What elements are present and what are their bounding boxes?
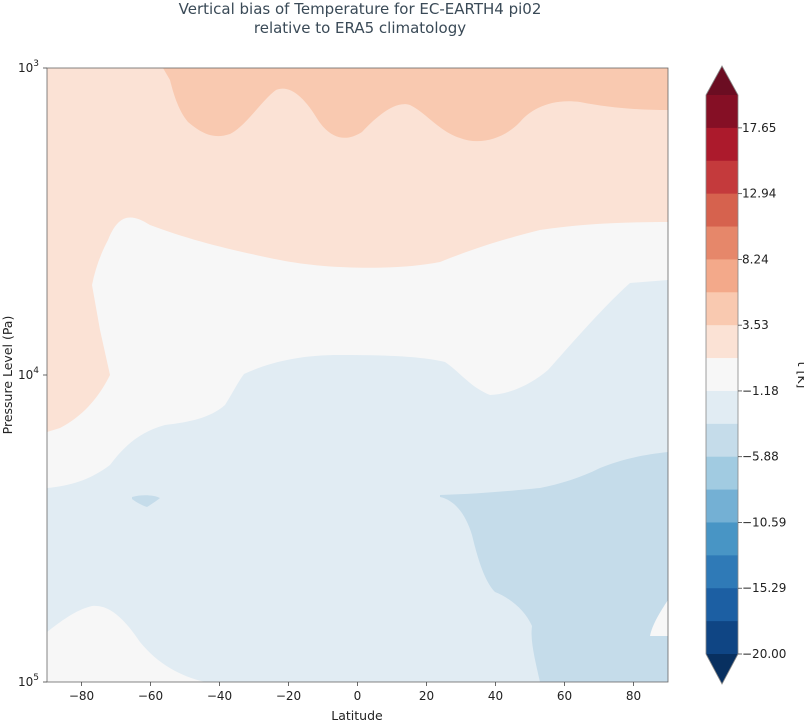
y-axis-label: Pressure Level (Pa) xyxy=(0,316,15,435)
y-tick-label: 105 xyxy=(18,673,39,689)
x-tick-label: 80 xyxy=(626,689,641,703)
colorbar-segment xyxy=(706,621,738,655)
chart-subtitle: relative to ERA5 climatology xyxy=(253,19,467,37)
x-tick-label: 0 xyxy=(354,689,362,703)
y-tick-label: 103 xyxy=(18,59,39,75)
colorbar-segment xyxy=(706,160,738,195)
colorbar-segment xyxy=(706,423,738,458)
x-tick-label: 20 xyxy=(419,689,434,703)
colorbar-segment xyxy=(706,588,738,622)
colorbar-tick-label: −5.88 xyxy=(742,450,779,464)
colorbar-segment xyxy=(706,95,738,129)
colorbar-tick-label: −15.29 xyxy=(742,581,786,595)
y-axis-ticks: 103 104 105 xyxy=(18,59,47,689)
colorbar xyxy=(705,65,739,685)
colorbar-segment xyxy=(706,292,738,326)
colorbar-extend-bottom xyxy=(706,654,738,684)
colorbar-tick-label: 8.24 xyxy=(742,252,769,266)
colorbar-label: t [K] xyxy=(795,362,804,389)
contour-warm-bias-upper xyxy=(47,68,668,432)
x-tick-label: −20 xyxy=(276,689,301,703)
contour-cold-bias-lower xyxy=(440,452,668,682)
colorbar-extend-top xyxy=(706,66,738,95)
chart-title: Vertical bias of Temperature for EC-EART… xyxy=(178,0,542,18)
contour-cold-island xyxy=(132,495,160,507)
colorbar-segment xyxy=(706,325,738,359)
colorbar-segment xyxy=(706,522,738,556)
contour-warm-bias-top xyxy=(163,68,668,142)
y-tick-label: 104 xyxy=(18,366,39,382)
colorbar-segment xyxy=(706,259,738,293)
colorbar-segment xyxy=(706,127,738,162)
colorbar-tick-label: 12.94 xyxy=(742,187,776,201)
contour-neutral-lower xyxy=(47,605,205,682)
colorbar-ticks: 17.65 12.94 8.24 3.53 −1.18 −5.88 −10.59 −15.29… xyxy=(738,121,786,661)
x-tick-label: −60 xyxy=(138,689,163,703)
contour-neutral-right xyxy=(650,600,668,636)
x-tick-label: 40 xyxy=(488,689,503,703)
colorbar-tick-label: −20.00 xyxy=(742,647,786,661)
colorbar-tick-label: −10.59 xyxy=(742,515,786,529)
colorbar-tick-label: 3.53 xyxy=(742,318,769,332)
colorbar-segment xyxy=(706,226,738,260)
x-axis-ticks: −80 −60 −40 −20 0 20 40 60 80 xyxy=(69,682,641,703)
colorbar-segment xyxy=(706,358,738,392)
colorbar-segment xyxy=(706,193,738,228)
x-tick-label: 60 xyxy=(557,689,572,703)
colorbar-tick-label: 17.65 xyxy=(742,121,776,135)
contour-cold-bias-lower-right xyxy=(590,668,668,682)
colorbar-segment xyxy=(706,555,738,589)
colorbar-segment xyxy=(706,489,738,523)
x-tick-label: −80 xyxy=(69,689,94,703)
colorbar-segment xyxy=(706,456,738,491)
x-tick-label: −40 xyxy=(207,689,232,703)
colorbar-tick-label: −1.18 xyxy=(742,384,779,398)
x-axis-label: Latitude xyxy=(331,708,383,723)
contour-field xyxy=(47,68,668,682)
colorbar-segment xyxy=(706,390,738,425)
